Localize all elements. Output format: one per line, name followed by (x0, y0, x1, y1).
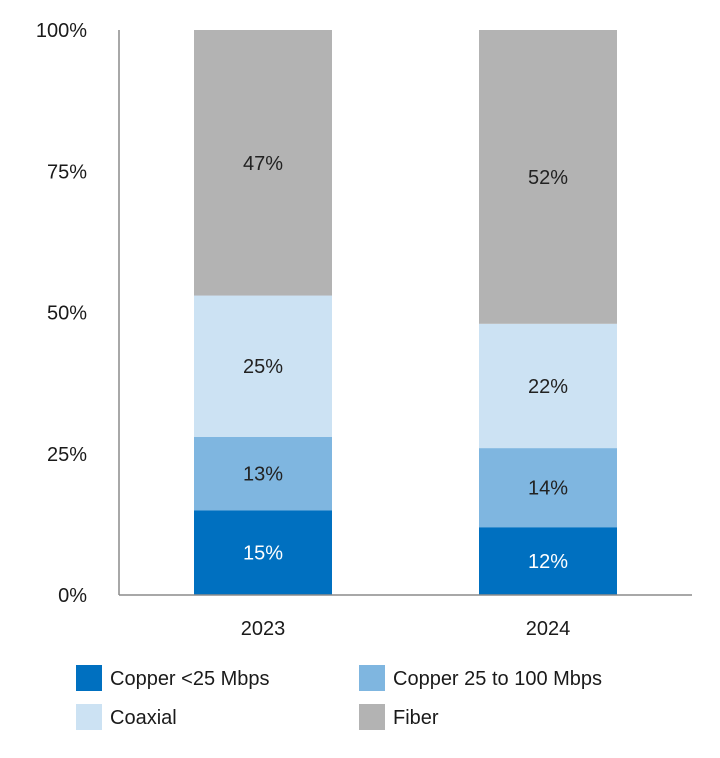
bar-stack-2023: 15% 13% 25% 47% (194, 30, 332, 595)
x-tick-label: 2023 (241, 618, 286, 640)
bar-segment (479, 448, 617, 528)
legend-label: Copper 25 to 100 Mbps (393, 668, 602, 690)
data-label: 52% (528, 167, 568, 189)
data-label: 22% (528, 376, 568, 398)
bar-segment (194, 436, 332, 511)
legend-item: Copper 25 to 100 Mbps (359, 665, 602, 691)
x-tick-label: 2024 (526, 618, 571, 640)
y-tick-label: 50% (47, 303, 87, 325)
bar-segment (194, 510, 332, 595)
legend-label: Fiber (393, 707, 439, 729)
data-label: 13% (243, 464, 283, 486)
y-axis-ticks: 0% 25% 50% 75% 100% (36, 20, 87, 607)
bar-segment (194, 30, 332, 296)
y-tick-label: 75% (47, 161, 87, 183)
y-tick-label: 25% (47, 444, 87, 466)
bar-segment (479, 323, 617, 449)
legend-item: Coaxial (76, 704, 177, 730)
data-label: 47% (243, 153, 283, 175)
bar-segment (194, 295, 332, 437)
y-tick-label: 0% (58, 585, 87, 607)
data-label: 25% (243, 356, 283, 378)
bar-segment (479, 527, 617, 595)
legend-swatch (359, 665, 385, 691)
x-axis-ticks: 2023 2024 (241, 618, 571, 640)
bars: 15% 13% 25% 47% 12% 14% 22% 52% (194, 30, 617, 595)
legend-swatch (76, 665, 102, 691)
data-label: 12% (528, 551, 568, 573)
legend-swatch (359, 704, 385, 730)
legend-label: Coaxial (110, 707, 177, 729)
legend-swatch (76, 704, 102, 730)
legend-item: Fiber (359, 704, 439, 730)
data-label: 14% (528, 478, 568, 500)
bar-segment (479, 30, 617, 324)
legend-label: Copper <25 Mbps (110, 668, 270, 690)
y-tick-label: 100% (36, 20, 87, 42)
legend-item: Copper <25 Mbps (76, 665, 270, 691)
legend: Copper <25 Mbps Copper 25 to 100 Mbps Coax… (76, 665, 602, 730)
data-label: 15% (243, 543, 283, 565)
bar-stack-2024: 12% 14% 22% 52% (479, 30, 617, 595)
